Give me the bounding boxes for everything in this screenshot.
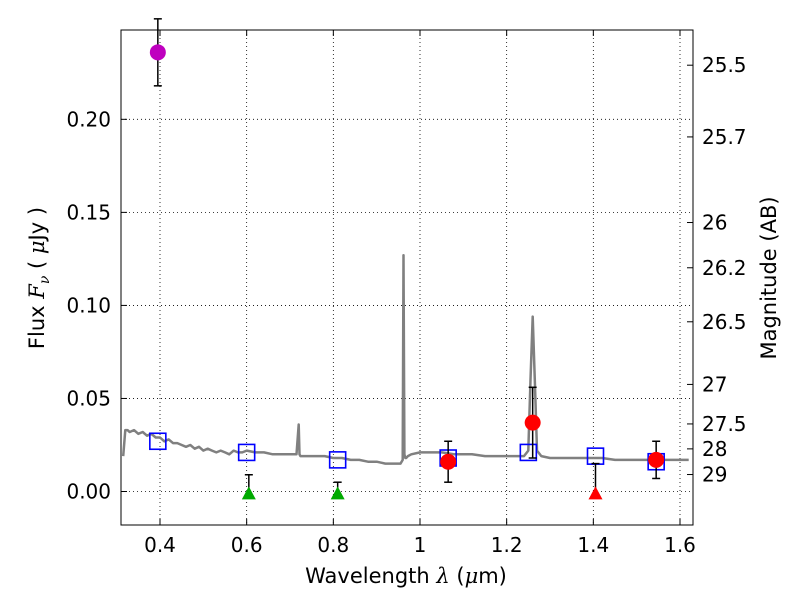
magnitude-axis-label: Magnitude (AB)	[757, 196, 781, 359]
model-flux-square	[149, 432, 167, 451]
sed-model-line	[121, 253, 689, 465]
model-flux-square	[519, 443, 538, 462]
marker-layer	[149, 18, 665, 500]
model-flux-square	[586, 447, 605, 465]
y-tick-label: 0.00	[66, 480, 111, 504]
x-tick-label: 1.4	[577, 533, 609, 557]
model-layer	[121, 253, 689, 465]
magnitude-tick-label: 27	[702, 372, 727, 396]
upper-limit-marker	[241, 486, 256, 500]
measured-flux-point	[648, 451, 665, 468]
magnitude-tick-label: 25.5	[702, 53, 747, 77]
magnitude-tick-label: 28	[702, 437, 727, 461]
upper-limit-marker	[588, 486, 603, 500]
magnitude-tick-label: 29	[702, 463, 727, 487]
model-flux-square	[237, 443, 256, 462]
grid-layer	[121, 30, 693, 525]
plot-frame	[120, 29, 694, 526]
model-flux-square	[328, 451, 347, 469]
magnitude-tick-label: 26.2	[702, 256, 747, 280]
measured-flux-point	[440, 453, 457, 470]
y-axis-label: Flux Fν ( μJy )	[25, 207, 53, 349]
measured-flux-point	[524, 414, 541, 431]
magnitude-tick-label: 25.7	[702, 125, 747, 149]
y-tick-label: 0.10	[66, 293, 111, 317]
x-tick-label: 1.6	[664, 533, 696, 557]
y-tick-label: 0.15	[66, 200, 111, 224]
y-tick-label: 0.05	[66, 386, 111, 410]
magnitude-tick-label: 27.5	[702, 412, 747, 436]
upper-limit-marker	[330, 486, 345, 500]
y-tick-label: 0.20	[66, 107, 111, 131]
magnitude-tick-label: 26.5	[702, 310, 747, 334]
x-tick-label: 1.2	[491, 533, 523, 557]
x-tick-label: 0.8	[317, 533, 349, 557]
x-tick-label: 1	[414, 533, 427, 557]
tick-layer: 0.4 0.6 0.8 1 1.2 1.4 1.6 0.00 0.05 0.10 0.15 0.20 2…	[66, 30, 747, 557]
x-tick-label: 0.4	[144, 533, 176, 557]
x-tick-label: 0.6	[231, 533, 263, 557]
measured-flux-point	[149, 44, 166, 61]
x-axis-label: Wavelength λ (μm)	[305, 564, 507, 588]
magnitude-tick-label: 26	[702, 211, 727, 235]
